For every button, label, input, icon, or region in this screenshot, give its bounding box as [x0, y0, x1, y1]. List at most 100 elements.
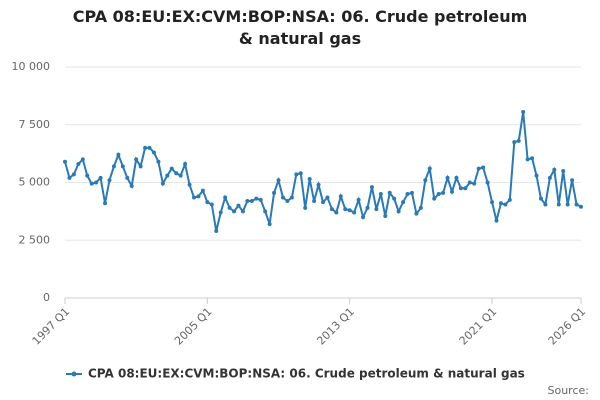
point [369, 185, 374, 190]
point [129, 183, 134, 188]
point [325, 195, 330, 200]
point [538, 196, 543, 201]
point [232, 209, 237, 214]
point [427, 166, 432, 171]
point [187, 182, 192, 187]
point [534, 173, 539, 178]
x-tick-label: 1997 Q1 [30, 305, 73, 348]
point [138, 164, 143, 169]
point [365, 205, 370, 210]
point [409, 190, 414, 195]
point [494, 218, 499, 223]
x-tick-label: 2013 Q1 [314, 305, 357, 348]
point [561, 168, 566, 173]
point [472, 181, 477, 186]
source: Source: [548, 384, 590, 397]
point [547, 175, 552, 180]
point [481, 165, 486, 170]
point [98, 175, 103, 180]
point [160, 181, 165, 186]
point [63, 159, 67, 164]
point [445, 175, 450, 180]
point [356, 197, 361, 202]
legend-label: CPA 08:EU:EX:CVM:BOP:NSA: 06. Crude petr… [88, 367, 525, 381]
y-tick-label: 5 000 [19, 176, 51, 189]
point [525, 157, 530, 162]
point [507, 197, 512, 202]
point [352, 210, 357, 215]
point [338, 194, 343, 199]
point [401, 200, 406, 205]
point [94, 180, 99, 185]
legend-marker [71, 371, 77, 377]
line [64, 111, 582, 232]
point [521, 110, 526, 115]
x-tick-label: 2021 Q1 [457, 305, 500, 348]
point [512, 140, 517, 145]
point [76, 162, 81, 167]
x-tick-label: 2005 Q1 [172, 305, 215, 348]
point [374, 207, 379, 212]
point [223, 195, 228, 200]
point [414, 211, 419, 216]
point [298, 171, 303, 176]
point [276, 178, 281, 183]
point [436, 192, 441, 197]
point [169, 166, 174, 171]
point [267, 222, 272, 227]
point [240, 209, 245, 214]
point [361, 215, 366, 220]
point [165, 173, 170, 178]
point [249, 198, 254, 203]
point [467, 180, 472, 185]
point [347, 208, 352, 213]
point [378, 192, 383, 197]
point [574, 202, 579, 207]
point [71, 172, 76, 177]
point [405, 192, 410, 197]
point [312, 198, 317, 203]
point [111, 164, 116, 169]
chart-title: CPA 08:EU:EX:CVM:BOP:NSA: 06. Crude petr… [72, 7, 528, 48]
point [218, 210, 223, 215]
y-tick-label: 7 500 [19, 118, 51, 131]
y-tick-label: 10 000 [12, 60, 51, 73]
point [116, 152, 121, 157]
point [209, 202, 214, 207]
point [303, 205, 308, 210]
point [254, 196, 259, 201]
point [245, 198, 250, 203]
point [289, 195, 294, 200]
point [107, 178, 112, 183]
point [579, 204, 583, 209]
point [263, 209, 268, 214]
y-tick-label: 0 [43, 291, 50, 304]
point [196, 194, 201, 199]
point [450, 189, 454, 194]
point [454, 175, 459, 180]
point [476, 166, 481, 171]
point [192, 195, 196, 200]
point [543, 202, 548, 207]
point [125, 175, 130, 180]
point [396, 209, 401, 214]
point [143, 145, 148, 150]
point [156, 159, 161, 164]
point [67, 175, 72, 180]
point [205, 200, 210, 205]
point [334, 210, 339, 215]
point [441, 190, 446, 195]
point [556, 202, 561, 207]
point [307, 177, 312, 182]
point [565, 202, 570, 207]
point [552, 167, 557, 172]
point [503, 202, 508, 207]
point [174, 171, 179, 176]
point [285, 198, 290, 203]
point [321, 200, 325, 205]
point [432, 196, 437, 201]
point [485, 180, 490, 185]
point [85, 173, 90, 178]
point [272, 190, 277, 195]
